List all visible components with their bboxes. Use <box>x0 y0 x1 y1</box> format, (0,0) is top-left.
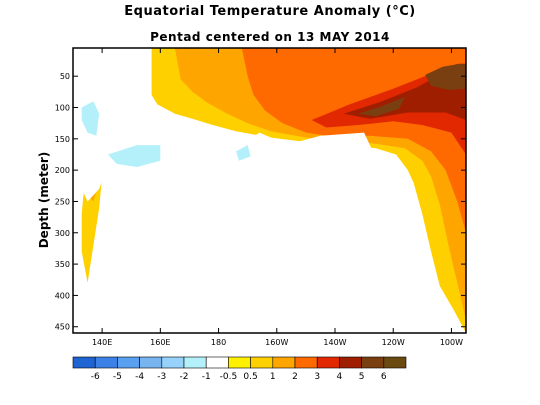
y-tick-label: 150 <box>55 135 70 144</box>
x-axis: 140E 160E 180 160W 140W 120W 100W <box>92 48 463 347</box>
anomaly-region-11 <box>131 120 190 134</box>
chart-subtitle: Pentad centered on 13 MAY 2014 <box>150 30 390 44</box>
anomaly-region-8 <box>425 63 466 90</box>
chart-title: Equatorial Temperature Anomaly (°C) <box>124 4 416 19</box>
colorbar-swatch <box>250 356 274 369</box>
colorbar: -6 -5 -4 -3 -2 -1 -0.5 0.5 1 2 3 4 5 6 <box>72 356 407 382</box>
y-tick-label: 300 <box>55 229 70 238</box>
colorbar-label: 3 <box>314 372 320 382</box>
y-tick-label: 250 <box>55 197 70 206</box>
anomaly-region-13 <box>282 132 373 208</box>
colorbar-swatch <box>339 356 362 369</box>
x-tick-label: 160E <box>150 338 170 347</box>
colorbar-swatch <box>361 356 385 369</box>
colorbar-swatch <box>94 356 118 369</box>
colorbar-swatch <box>117 356 140 369</box>
colorbar-label: -0.5 <box>220 372 238 382</box>
colorbar-swatch <box>72 356 96 369</box>
anomaly-region-12 <box>212 132 274 199</box>
anomaly-region-7 <box>358 96 405 117</box>
x-tick-label: 180 <box>211 338 226 347</box>
colorbar-swatch <box>316 356 340 369</box>
colorbar-swatch <box>139 356 163 369</box>
anomaly-region-15 <box>107 145 161 167</box>
colorbar-label: 5 <box>359 372 365 382</box>
colorbar-swatch <box>272 356 296 369</box>
colorbar-label: 1 <box>270 372 276 382</box>
colorbar-label: -1 <box>202 372 211 382</box>
colorbar-swatch <box>294 356 318 369</box>
colorbar-label: -6 <box>91 372 100 382</box>
colorbar-label: 2 <box>292 372 298 382</box>
y-tick-label: 50 <box>60 72 70 81</box>
colorbar-label: -2 <box>180 372 189 382</box>
y-tick-label: 100 <box>55 104 70 113</box>
x-tick-label: 140E <box>92 338 112 347</box>
colorbar-swatch <box>205 356 229 369</box>
plot-frame <box>72 47 467 334</box>
anomaly-contour-fills <box>75 48 466 333</box>
colorbar-label: 4 <box>337 372 343 382</box>
anomaly-region-16 <box>236 145 251 161</box>
anomaly-region-14 <box>81 101 100 136</box>
y-axis-label: Depth (meter) <box>37 152 51 249</box>
x-tick-label: 120W <box>382 338 405 347</box>
y-tick-label: 200 <box>55 166 70 175</box>
x-tick-label: 100W <box>440 338 463 347</box>
x-tick-label: 140W <box>323 338 346 347</box>
colorbar-label: 0.5 <box>243 372 257 382</box>
y-tick-label: 450 <box>55 323 70 332</box>
colorbar-label: 6 <box>381 372 387 382</box>
y-tick-label: 400 <box>55 291 70 300</box>
colorbar-label: -3 <box>157 372 166 382</box>
colorbar-label: -5 <box>113 372 122 382</box>
x-tick-label: 160W <box>265 338 288 347</box>
colorbar-swatch <box>183 356 207 369</box>
colorbar-swatch <box>161 356 185 369</box>
colorbar-swatch <box>228 356 251 369</box>
colorbar-swatch <box>383 356 407 369</box>
y-axis: 50 100 150 200 250 300 350 400 450 <box>55 72 466 332</box>
colorbar-label: -4 <box>135 372 144 382</box>
y-tick-label: 350 <box>55 260 70 269</box>
